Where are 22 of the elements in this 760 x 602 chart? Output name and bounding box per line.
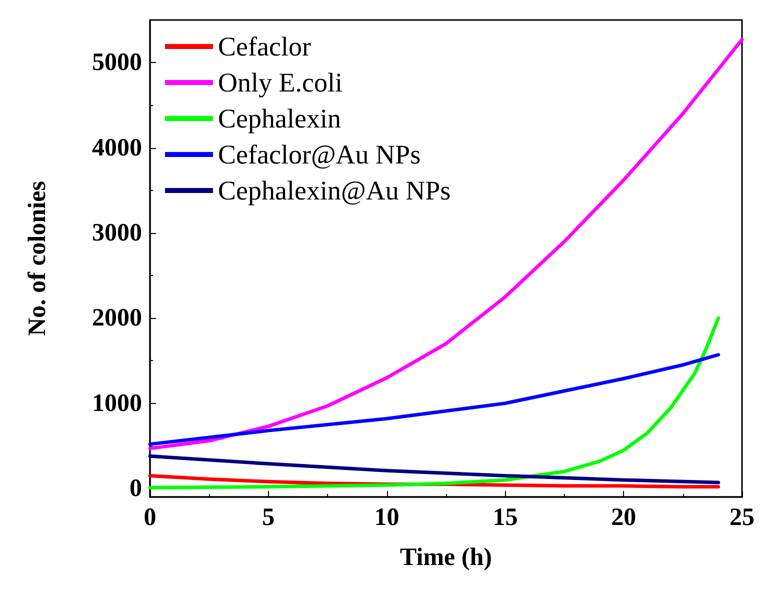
- x-axis-title: Time (h): [400, 544, 492, 571]
- x-tick-label: 15: [492, 504, 518, 531]
- y-tick-label: 3000: [92, 219, 142, 246]
- x-tick-label: 10: [374, 504, 400, 531]
- x-tick-label: 25: [730, 504, 754, 531]
- y-tick-label: 0: [130, 474, 142, 502]
- x-tick-label: 20: [611, 504, 636, 531]
- line-series: [148, 353, 720, 446]
- legend-label: Only E.coli: [218, 68, 342, 98]
- y-tick-label: 1000: [92, 390, 142, 417]
- legend-label: Cefaclor: [218, 32, 311, 62]
- y-axis-title: No. of colonies: [24, 180, 51, 336]
- y-tick-label: 5000: [92, 49, 142, 76]
- line-series: [148, 316, 720, 490]
- legend-label: Cefaclor@Au NPs: [218, 140, 421, 170]
- line-series: [148, 454, 720, 484]
- line-series: [148, 38, 744, 450]
- x-tick-label: 5: [262, 504, 275, 531]
- y-tick-label: 4000: [92, 134, 142, 162]
- legend-label: Cephalexin: [218, 104, 342, 134]
- y-tick-label: 2000: [92, 304, 142, 332]
- legend-label: Cephalexin@Au NPs: [218, 176, 451, 206]
